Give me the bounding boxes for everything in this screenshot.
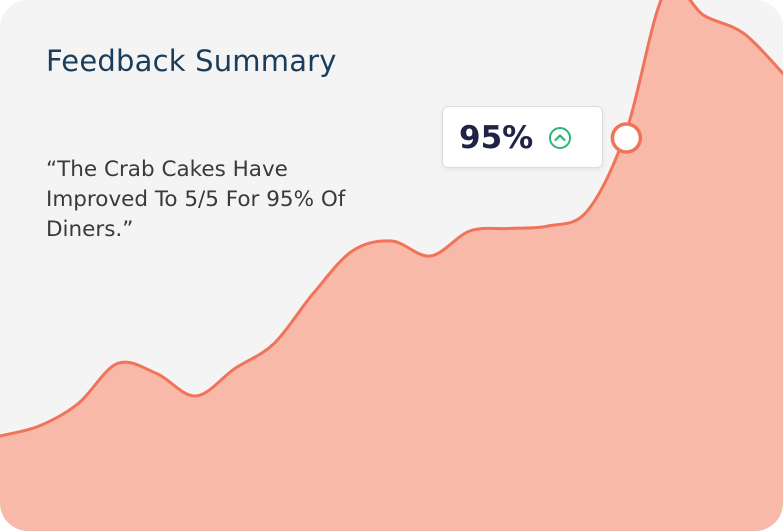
chart-area-line — [0, 0, 783, 438]
card-title: Feedback Summary — [46, 44, 337, 78]
callout-value: 95% — [459, 120, 534, 156]
peak-callout: 95% — [442, 106, 603, 168]
chevron-up-circle-icon — [549, 127, 571, 149]
chart-peak-marker — [610, 122, 643, 154]
feedback-quote: “The Crab Cakes Have Improved To 5/5 For… — [46, 157, 346, 242]
